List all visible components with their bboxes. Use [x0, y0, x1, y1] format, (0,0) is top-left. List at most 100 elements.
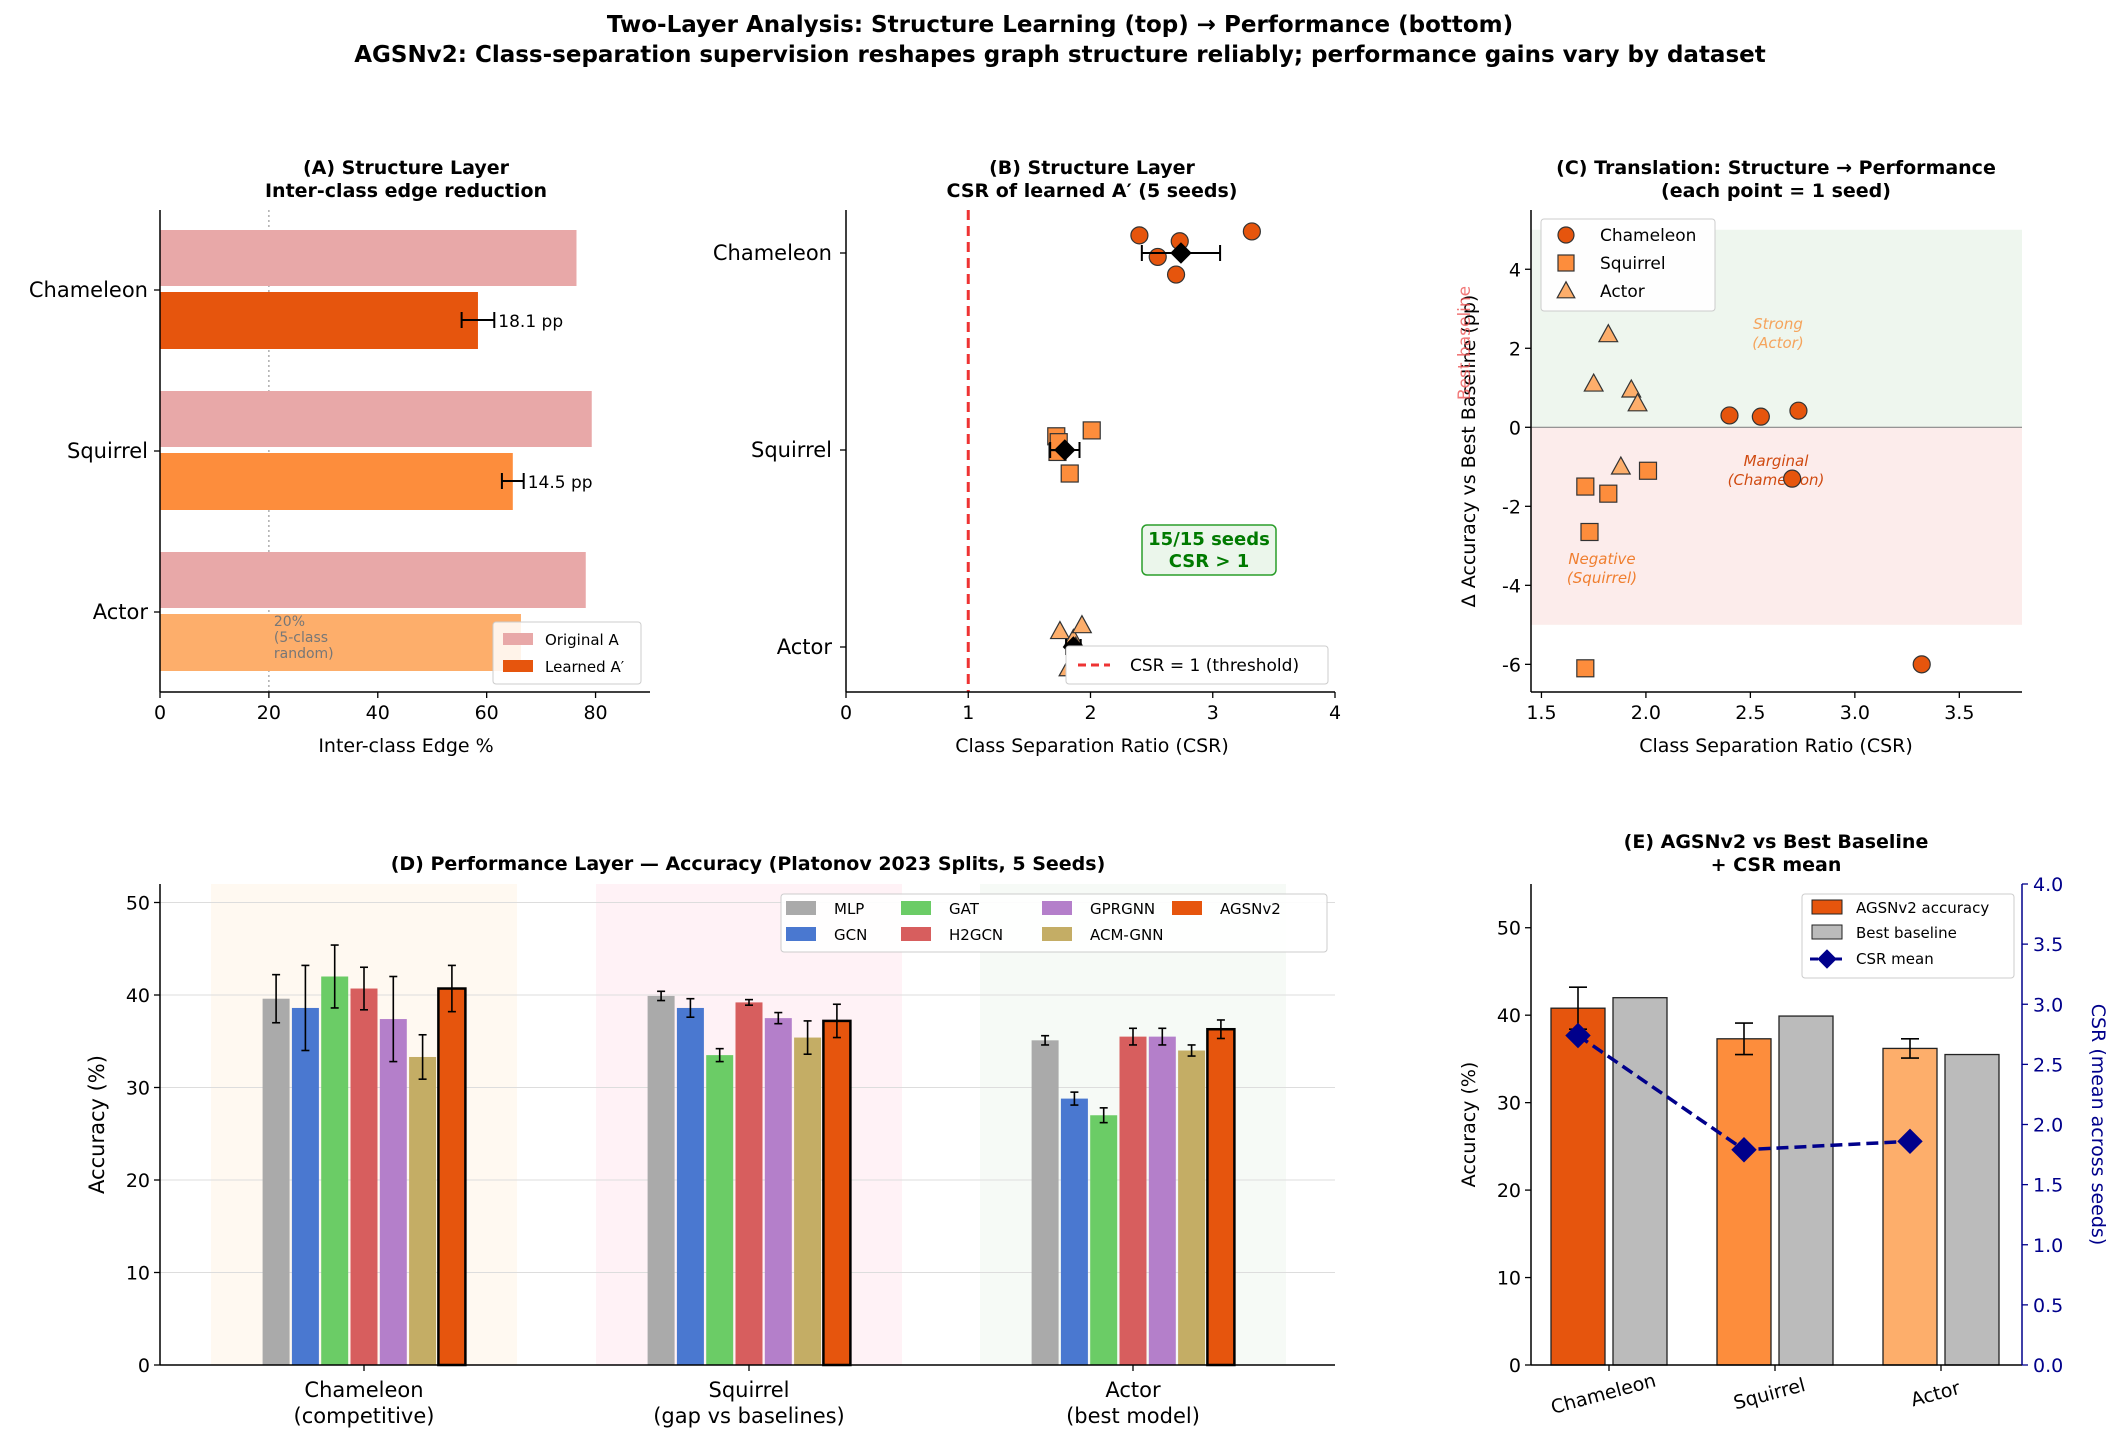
category-label: Chameleon — [713, 241, 832, 265]
panel-e-y-tick-label: 20 — [1497, 1180, 1521, 1202]
panel-d-accuracy-bar-chart: (D) Performance Layer — Accuracy (Platon… — [85, 853, 1335, 1428]
mean-diamond — [1170, 242, 1192, 264]
seed-point-chameleon — [1720, 406, 1739, 425]
seed-point-squirrel — [1576, 659, 1595, 678]
seed-point — [1148, 247, 1167, 267]
panel-a-x-tick-label: 20 — [257, 702, 281, 724]
legend-label: Original A — [545, 631, 619, 649]
legend-label: GAT — [949, 900, 980, 918]
original-bar — [160, 552, 586, 608]
panel-b-x-tick-label: 0 — [840, 702, 852, 724]
seed-point-squirrel — [1576, 477, 1595, 496]
seed-point-actor — [1583, 372, 1605, 392]
panel-b-legend-box — [1065, 645, 1329, 685]
panel-b-title-line1: (B) Structure Layer — [989, 157, 1195, 179]
panel-c-title-line1: (C) Translation: Structure → Performance — [1556, 157, 1996, 179]
seed-point — [1166, 265, 1186, 284]
panel-c-x-tick-label: 3.5 — [1944, 702, 1974, 724]
region-label: (Actor) — [1752, 334, 1803, 352]
legend-swatch — [1811, 924, 1843, 940]
bar-h2gcn — [1119, 1036, 1147, 1365]
legend-label: AGSNv2 — [1220, 900, 1281, 918]
panel-c-y-tick-label: 4 — [1509, 259, 1521, 281]
bar-gat — [1090, 1115, 1118, 1365]
learned-bar — [160, 292, 478, 349]
csr-annotation-line1: 15/15 seeds — [1148, 529, 1270, 550]
panel-a-inter-class-edge-chart: (A) Structure Layer Inter-class edge red… — [29, 157, 650, 757]
legend-swatch — [503, 633, 533, 645]
seed-point-actor — [1627, 392, 1648, 412]
right-tick-label: 2.0 — [2033, 1115, 2063, 1137]
panel-c-y-tick-label: 2 — [1509, 338, 1521, 360]
legend-label: Chameleon — [1600, 226, 1696, 246]
legend-label: Learned A′ — [545, 658, 625, 676]
panel-e-comparison-chart: (E) AGSNv2 vs Best Baseline + CSR mean C… — [1458, 831, 2109, 1419]
right-tick-label: 4.0 — [2033, 874, 2063, 896]
category-label: Actor — [1105, 1378, 1161, 1402]
seed-point-actor — [1597, 323, 1619, 343]
seed-point — [1130, 226, 1149, 245]
panel-e-title-line2: + CSR mean — [1711, 854, 1842, 876]
suptitle-line2: AGSNv2: Class-separation supervision res… — [354, 42, 1766, 68]
legend-swatch — [1557, 226, 1575, 244]
original-bar — [160, 391, 592, 447]
category-label: Actor — [777, 635, 833, 659]
category-sublabel: (competitive) — [294, 1404, 435, 1428]
bar-gcn — [1060, 1098, 1088, 1365]
legend-label: ACM-GNN — [1090, 926, 1163, 944]
panel-c-ylabel-overlay: Best baseline — [1455, 286, 1475, 400]
panel-c-x-tick-label: 2.0 — [1631, 702, 1661, 724]
right-tick-label: 3.5 — [2033, 934, 2063, 956]
category-label: Chameleon — [29, 278, 148, 302]
panel-b-x-tick-label: 3 — [1207, 702, 1219, 724]
panel-c-title-line2: (each point = 1 seed) — [1661, 180, 1891, 202]
random-baseline-label: (5-class — [274, 630, 328, 646]
legend-swatch — [1042, 901, 1072, 915]
panel-c-y-tick-label: 0 — [1509, 417, 1521, 439]
negative-gain-region — [1531, 427, 2022, 625]
panel-a-x-tick-label: 40 — [366, 702, 390, 724]
seed-point — [1060, 464, 1079, 483]
category-label: Squirrel — [751, 438, 832, 462]
panel-e-y-tick-label: 30 — [1497, 1093, 1521, 1115]
legend-swatch — [901, 901, 931, 915]
right-tick-label: 1.5 — [2033, 1175, 2063, 1197]
bar-acm-gnn — [794, 1037, 822, 1365]
csr-annotation-box — [1141, 524, 1277, 576]
bar-gprgnn — [764, 1018, 792, 1365]
panel-d-y-tick-label: 10 — [126, 1263, 150, 1285]
category-sublabel: (best model) — [1066, 1404, 1200, 1428]
category-sublabel: (gap vs baselines) — [653, 1404, 845, 1428]
legend-swatch — [786, 901, 816, 915]
bar-gat — [706, 1055, 734, 1365]
bar-acm-gnn — [1178, 1050, 1206, 1365]
panel-d-ylabel: Accuracy (%) — [85, 1055, 109, 1194]
seed-point-squirrel — [1580, 522, 1599, 542]
panel-b-csr-scatter: (B) Structure Layer CSR of learned A′ (5… — [713, 157, 1341, 757]
agsnv2-bar — [1716, 1038, 1772, 1366]
csr-mean-marker — [1897, 1128, 1923, 1155]
panel-a-xlabel: Inter-class Edge % — [318, 735, 493, 757]
random-baseline-label: 20% — [274, 614, 305, 630]
category-label: Squirrel — [67, 439, 148, 463]
legend-swatch — [1042, 927, 1072, 941]
panel-c-y-tick-label: -2 — [1502, 496, 1521, 518]
region-label: (Squirrel) — [1567, 569, 1637, 587]
panel-c-x-tick-label: 2.5 — [1735, 702, 1765, 724]
legend-label: GPRGNN — [1090, 900, 1155, 918]
panel-c-x-tick-label: 1.5 — [1526, 702, 1556, 724]
bar-mlp — [262, 998, 290, 1365]
category-label: Actor — [1908, 1377, 1962, 1411]
right-tick-label: 0.5 — [2033, 1295, 2063, 1317]
legend-label: CSR mean — [1856, 950, 1934, 968]
learned-bar — [160, 614, 521, 671]
panel-d-y-tick-label: 50 — [126, 893, 150, 915]
panel-b-title-line2: CSR of learned A′ (5 seeds) — [947, 180, 1238, 202]
panel-c-legend-box — [1540, 218, 1716, 312]
panel-c-x-tick-label: 3.0 — [1840, 702, 1870, 724]
legend-label: H2GCN — [949, 926, 1003, 944]
legend-label: MLP — [834, 900, 864, 918]
right-tick-label: 3.0 — [2033, 994, 2063, 1016]
seed-point-actor — [1620, 378, 1642, 398]
panel-c-ylabel: Δ Accuracy vs Best Baseline (pp) — [1458, 295, 1480, 608]
